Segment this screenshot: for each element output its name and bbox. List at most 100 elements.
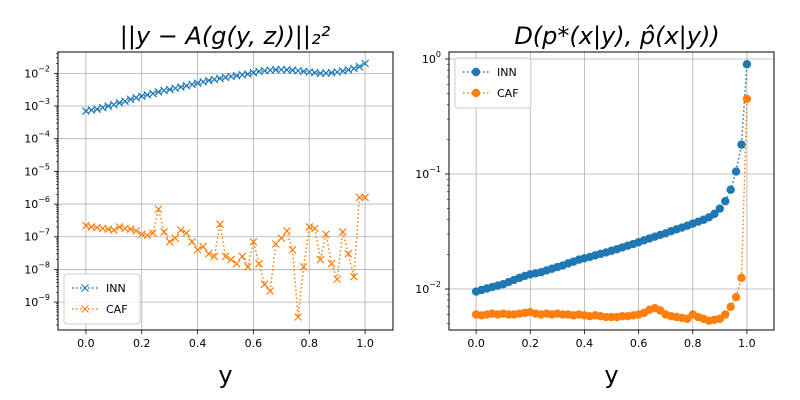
- data-point-caf: [165, 237, 174, 246]
- x-tick-label: 0.8: [684, 337, 702, 350]
- data-point-caf: [210, 252, 219, 261]
- data-point-caf: [204, 249, 213, 258]
- data-point-caf: [316, 255, 325, 264]
- y-tick-base: 10: [24, 231, 38, 244]
- data-point-inn: [349, 64, 358, 73]
- axes-frame: [448, 51, 775, 331]
- y-tick-exponent: −2: [429, 280, 441, 289]
- y-tick-label: 10−1: [415, 165, 441, 181]
- data-point-inn: [98, 103, 107, 112]
- data-point-caf: [305, 222, 314, 231]
- data-point-caf: [322, 230, 330, 239]
- data-point-inn: [148, 89, 157, 98]
- data-point-caf: [243, 262, 252, 271]
- data-point-inn: [109, 100, 118, 109]
- data-point-caf: [126, 225, 135, 234]
- data-point-caf: [726, 302, 735, 312]
- y-tick-base: 10: [24, 100, 38, 113]
- y-tick-base: 10: [24, 165, 38, 178]
- data-point-caf: [731, 292, 741, 302]
- x-tick-label: 0.0: [467, 337, 485, 350]
- y-tick-exponent: −6: [38, 195, 50, 204]
- legend: INN CAF: [63, 273, 141, 325]
- legend-marker: [81, 305, 89, 313]
- data-point-inn: [737, 140, 746, 149]
- y-tick-exponent: −7: [38, 228, 50, 237]
- y-tick-base: 10: [24, 198, 38, 211]
- data-point-caf: [221, 252, 230, 261]
- data-point-caf: [260, 280, 269, 289]
- x-tick-label: 0.6: [630, 337, 648, 350]
- chart-title-1: ||y − A(g(y, z))||₂²: [120, 22, 331, 50]
- data-point-caf: [742, 94, 752, 104]
- data-point-inn: [742, 60, 752, 69]
- y-tick-base: 10: [24, 296, 38, 309]
- legend-marker: [81, 284, 89, 292]
- legend-label: INN: [106, 282, 126, 295]
- data-area: [81, 59, 370, 321]
- y-tick-label: 10−4: [24, 130, 50, 146]
- data-point-caf: [333, 275, 342, 284]
- x-tick-label: 0.4: [576, 337, 594, 350]
- legend-marker: [471, 88, 481, 98]
- data-point-caf: [227, 255, 236, 264]
- y-tick-base: 10: [24, 263, 38, 276]
- y-tick-exponent: −8: [38, 260, 50, 269]
- data-point-caf: [232, 259, 241, 268]
- y-tick-label: 10−7: [24, 228, 50, 244]
- data-point-caf: [721, 310, 730, 319]
- data-point-caf: [249, 237, 258, 246]
- legend-box: [63, 273, 141, 325]
- data-point-caf: [238, 252, 247, 261]
- data-point-caf: [737, 273, 746, 283]
- data-point-caf: [344, 249, 353, 258]
- y-tick-label: 10−2: [415, 280, 441, 296]
- data-point-caf: [148, 229, 157, 237]
- y-tick-label: 10−5: [24, 162, 50, 178]
- data-point-inn: [243, 70, 252, 78]
- data-point-caf: [355, 193, 364, 202]
- y-tick-exponent: −3: [38, 97, 50, 106]
- x-tick-label: 1.0: [738, 337, 756, 350]
- legend-marker: [471, 67, 481, 77]
- y-tick-label: 10−6: [24, 195, 50, 211]
- data-point-inn: [726, 185, 735, 194]
- series-line-inn: [85, 62, 366, 112]
- y-tick-exponent: −4: [38, 130, 50, 139]
- data-point-caf: [299, 262, 308, 271]
- data-point-caf: [266, 286, 275, 295]
- y-tick-exponent: 0: [436, 50, 441, 59]
- y-tick-label: 10−3: [24, 97, 50, 113]
- data-point-caf: [143, 231, 152, 240]
- legend: INN CAF: [454, 57, 532, 109]
- data-point-inn: [176, 83, 185, 92]
- data-point-caf: [188, 237, 196, 246]
- x-axis-label: y: [218, 361, 232, 389]
- data-point-inn: [93, 105, 102, 114]
- y-tick-label: 10−8: [24, 260, 50, 276]
- y-tick-exponent: −1: [429, 165, 441, 174]
- legend-box: [454, 57, 532, 109]
- y-tick-base: 10: [422, 53, 436, 66]
- data-point-caf: [294, 313, 303, 321]
- x-tick-label: 0.6: [245, 337, 263, 350]
- data-point-caf: [160, 228, 169, 236]
- data-point-caf: [176, 226, 185, 234]
- data-point-inn: [115, 98, 124, 107]
- y-tick-base: 10: [24, 133, 38, 146]
- data-point-caf: [115, 222, 124, 231]
- data-point-inn: [715, 204, 725, 213]
- data-point-caf: [199, 242, 208, 251]
- data-point-caf: [109, 226, 118, 234]
- legend-label: CAF: [497, 87, 519, 100]
- x-tick-label: 0.0: [77, 337, 95, 350]
- data-point-inn: [154, 88, 163, 96]
- chart-panel-1: 0.0 0.2 0.4 0.6 0.8 1.010−910−810−710−610−510…: [24, 51, 394, 389]
- data-point-caf: [361, 193, 370, 202]
- data-point-inn: [355, 62, 364, 71]
- data-point-caf: [255, 259, 263, 268]
- data-point-caf: [182, 229, 191, 237]
- series-line-caf: [475, 98, 748, 322]
- data-point-inn: [710, 209, 719, 219]
- x-tick-label: 0.4: [189, 337, 207, 350]
